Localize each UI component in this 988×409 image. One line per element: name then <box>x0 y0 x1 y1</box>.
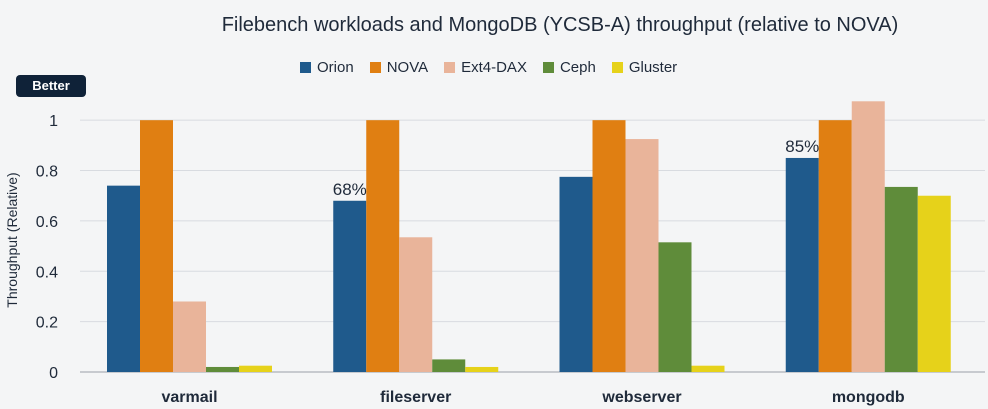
x-tick-label: mongodb <box>832 389 905 406</box>
y-tick-label: 1 <box>49 113 58 130</box>
bar-ext4-dax-fileserver <box>399 237 433 372</box>
legend-item-ceph: Ceph <box>542 59 596 76</box>
legend-swatch-nova <box>369 62 381 73</box>
y-tick-label: 0.2 <box>36 315 58 332</box>
bar-orion-webserver <box>559 176 593 372</box>
legend-item-orion: Orion <box>300 59 354 76</box>
bar-ceph-fileserver <box>432 359 466 372</box>
bar-orion-mongodb <box>785 157 819 372</box>
chart-title: Filebench workloads and MongoDB (YCSB-A)… <box>221 14 899 36</box>
bar-nova-webserver <box>592 120 626 372</box>
x-tick-label: varmail <box>161 389 217 406</box>
bar-ceph-mongodb <box>884 186 918 372</box>
bar-nova-varmail <box>140 120 173 372</box>
bar-nova-mongodb <box>818 120 852 372</box>
y-tick-label: 0.6 <box>36 214 58 231</box>
legend-label-nova: NOVA <box>386 59 429 76</box>
y-tick-label: 0.8 <box>36 164 58 181</box>
bar-ext4-dax-varmail <box>173 301 206 372</box>
bar-orion-varmail <box>107 185 140 372</box>
legend-item-nova: NOVA <box>369 59 429 76</box>
bar-ceph-webserver <box>658 242 692 372</box>
legend: Orion NOVA Ext4-DAX Ceph Gluster <box>300 59 677 76</box>
bar-gluster-varmail <box>239 365 272 372</box>
bar-ext4-dax-mongodb <box>851 101 885 372</box>
bar-ceph-varmail <box>206 366 239 372</box>
legend-label-orion: Orion <box>317 59 354 76</box>
better-badge: Better <box>16 75 86 97</box>
bar-gluster-mongodb <box>917 195 951 372</box>
legend-item-gluster: Gluster <box>611 59 678 76</box>
legend-swatch-orion <box>300 62 311 73</box>
x-tick-label: fileserver <box>380 389 451 406</box>
bar-ext4-dax-webserver <box>625 139 659 372</box>
legend-swatch-ext4-dax <box>444 62 456 73</box>
bar-gluster-webserver <box>691 365 725 372</box>
legend-swatch-ceph <box>542 62 554 73</box>
data-label: 85% <box>785 137 819 156</box>
x-tick-label: webserver <box>601 389 681 406</box>
legend-item-ext4-dax: Ext4-DAX <box>444 59 527 76</box>
bar-gluster-fileserver <box>465 366 499 372</box>
legend-swatch-gluster <box>611 62 623 73</box>
bar-orion-fileserver <box>333 200 367 372</box>
y-tick-label: 0.4 <box>36 264 58 281</box>
bar-nova-fileserver <box>366 120 400 372</box>
legend-label-ext4-dax: Ext4-DAX <box>461 59 527 76</box>
legend-label-ceph: Ceph <box>559 59 596 76</box>
data-label: 68% <box>333 180 367 199</box>
y-tick-label: 0 <box>49 365 58 382</box>
legend-label-gluster: Gluster <box>628 59 678 76</box>
